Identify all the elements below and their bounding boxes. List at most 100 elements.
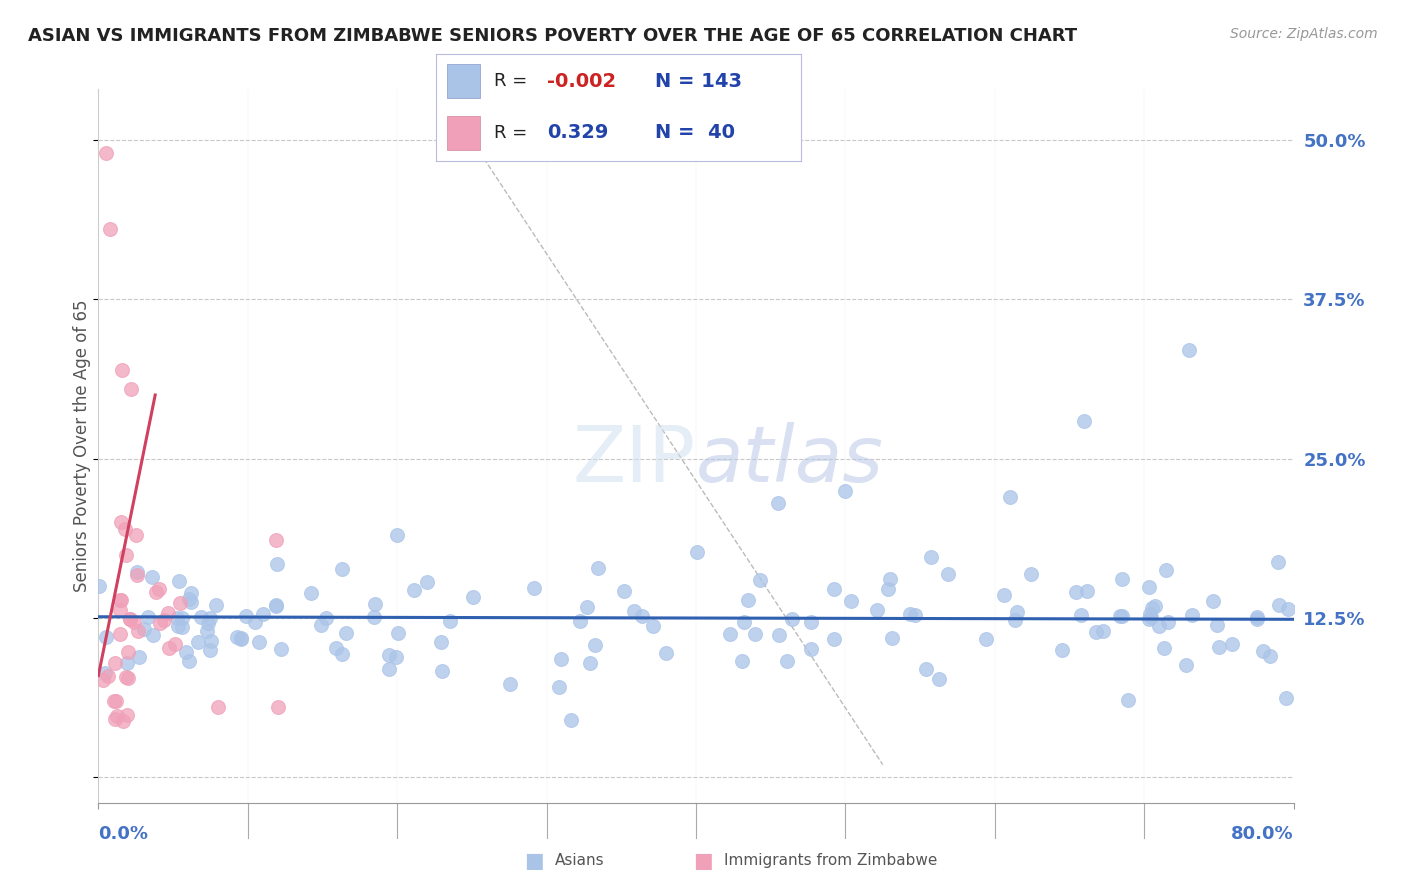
Point — [880, 631, 903, 645]
Point — [583, 638, 606, 652]
Point — [430, 634, 453, 648]
Point — [866, 603, 889, 617]
Point — [1246, 612, 1268, 626]
Point — [613, 583, 636, 598]
Point — [127, 624, 149, 638]
Point — [1149, 619, 1171, 633]
Point — [1142, 601, 1164, 615]
Point — [110, 593, 132, 607]
Point — [1258, 649, 1281, 664]
Point — [105, 708, 128, 723]
Text: Asians: Asians — [555, 854, 605, 868]
Point — [122, 615, 145, 629]
Point — [115, 656, 138, 670]
Point — [385, 528, 409, 542]
Point — [733, 615, 755, 629]
Point — [800, 615, 823, 629]
Point — [1268, 598, 1291, 612]
Point — [1246, 610, 1268, 624]
Point — [180, 586, 202, 600]
Point — [128, 650, 150, 665]
Point — [1109, 608, 1132, 623]
Point — [198, 643, 221, 657]
Point — [117, 707, 139, 722]
Point — [748, 573, 770, 587]
Point — [136, 609, 159, 624]
Point — [120, 612, 142, 626]
Point — [204, 599, 226, 613]
Point — [94, 665, 117, 680]
Point — [235, 609, 257, 624]
Point — [1178, 343, 1201, 358]
Text: N = 143: N = 143 — [655, 72, 742, 91]
FancyBboxPatch shape — [447, 64, 479, 98]
Point — [1137, 580, 1160, 594]
Point — [1275, 691, 1298, 706]
Point — [623, 603, 645, 617]
Point — [124, 527, 146, 541]
Point — [111, 362, 134, 376]
Point — [104, 657, 127, 671]
Point — [247, 635, 270, 649]
Point — [1153, 641, 1175, 656]
Point — [270, 642, 292, 657]
Point — [898, 607, 921, 622]
Point — [104, 694, 127, 708]
Point — [1139, 607, 1161, 621]
Point — [200, 633, 222, 648]
Text: Immigrants from Zimbabwe: Immigrants from Zimbabwe — [724, 854, 938, 868]
Point — [402, 582, 425, 597]
Point — [1154, 563, 1177, 577]
Point — [363, 610, 385, 624]
Point — [112, 714, 135, 728]
Point — [1277, 601, 1299, 615]
Point — [110, 516, 132, 530]
Point — [110, 603, 132, 617]
Point — [1111, 609, 1133, 624]
Point — [579, 656, 602, 670]
Text: atlas: atlas — [696, 422, 884, 499]
Point — [1050, 643, 1073, 657]
Point — [132, 622, 155, 636]
Point — [120, 612, 142, 626]
Point — [226, 630, 249, 644]
Point — [877, 582, 900, 596]
Point — [148, 582, 170, 596]
Point — [834, 483, 856, 498]
Point — [1174, 657, 1197, 672]
Y-axis label: Seniors Poverty Over the Age of 65: Seniors Poverty Over the Age of 65 — [73, 300, 91, 592]
Text: ■: ■ — [693, 851, 713, 871]
Point — [550, 652, 572, 666]
Point — [89, 579, 111, 593]
Text: ZIP: ZIP — [574, 422, 696, 499]
Point — [1220, 637, 1243, 651]
Point — [904, 608, 927, 623]
Point — [1116, 693, 1139, 707]
Point — [576, 600, 599, 615]
Point — [127, 568, 149, 582]
Point — [839, 594, 862, 608]
Point — [824, 632, 846, 646]
Point — [800, 641, 823, 656]
Point — [120, 382, 142, 396]
Point — [330, 562, 353, 576]
Point — [207, 700, 229, 714]
Point — [163, 637, 186, 651]
Point — [157, 640, 180, 655]
Point — [187, 635, 209, 649]
Point — [1070, 608, 1092, 623]
Point — [177, 654, 200, 668]
Point — [823, 582, 845, 597]
Point — [267, 700, 290, 714]
Point — [149, 616, 172, 631]
Point — [744, 626, 766, 640]
Point — [1140, 610, 1163, 624]
Point — [197, 616, 219, 631]
Point — [928, 673, 950, 687]
Point — [499, 677, 522, 691]
Point — [377, 662, 399, 676]
Point — [266, 557, 288, 571]
Point — [780, 612, 803, 626]
Point — [1157, 615, 1180, 630]
Point — [1073, 413, 1095, 427]
